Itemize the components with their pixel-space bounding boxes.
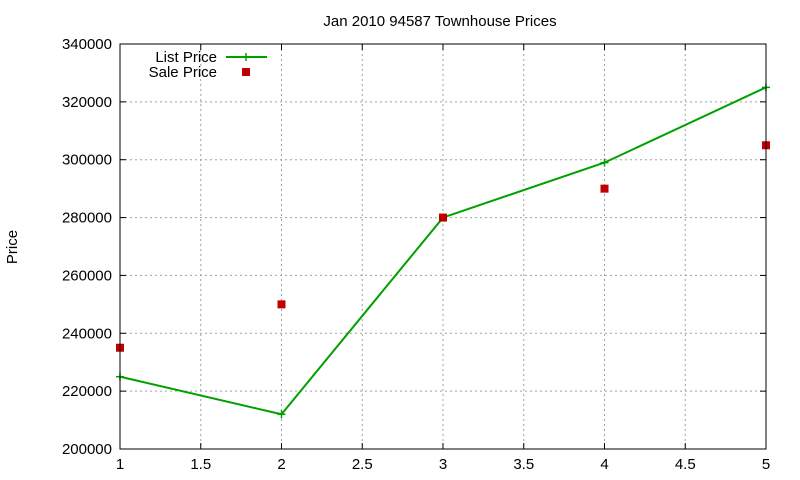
- x-tick-label: 4: [600, 456, 608, 473]
- list-price-point: [277, 410, 286, 419]
- legend-marker: [242, 53, 250, 61]
- x-tick-label: 4.5: [675, 456, 696, 473]
- x-tick-label: 2.5: [352, 456, 373, 473]
- sale-price-point: [439, 213, 447, 222]
- y-tick-label: 240000: [62, 325, 112, 342]
- y-tick-label: 340000: [62, 36, 112, 53]
- y-tick-label: 220000: [62, 383, 112, 400]
- y-axis-label: Price: [4, 230, 21, 264]
- chart-title: Jan 2010 94587 Townhouse Prices: [323, 13, 556, 30]
- x-tick-label: 1.5: [190, 456, 211, 473]
- y-tick-label: 260000: [62, 267, 112, 284]
- y-tick-label: 280000: [62, 210, 112, 227]
- x-tick-label: 3.5: [513, 456, 534, 473]
- axis-ticks: 1 1.5 2 2.5 3 3.5 4 4.5 5 200000 220000 240000 26000…: [62, 36, 770, 473]
- x-tick-label: 2: [277, 456, 285, 473]
- x-tick-label: 1: [116, 456, 124, 473]
- y-tick-label: 320000: [62, 94, 112, 111]
- x-tick-label: 3: [439, 456, 447, 473]
- grid-lines: [120, 44, 766, 449]
- list-price-point: [600, 158, 609, 167]
- legend-label: List Price: [155, 49, 217, 66]
- legend-square-swatch: [242, 68, 250, 76]
- sale-price-point: [600, 184, 609, 193]
- x-tick-label: 5: [762, 456, 770, 473]
- y-tick-label: 300000: [62, 152, 112, 169]
- y-tick-label: 200000: [62, 441, 112, 458]
- sale-price-point: [277, 300, 286, 309]
- plot-frame: [119, 43, 767, 450]
- legend-label: Sale Price: [149, 64, 217, 81]
